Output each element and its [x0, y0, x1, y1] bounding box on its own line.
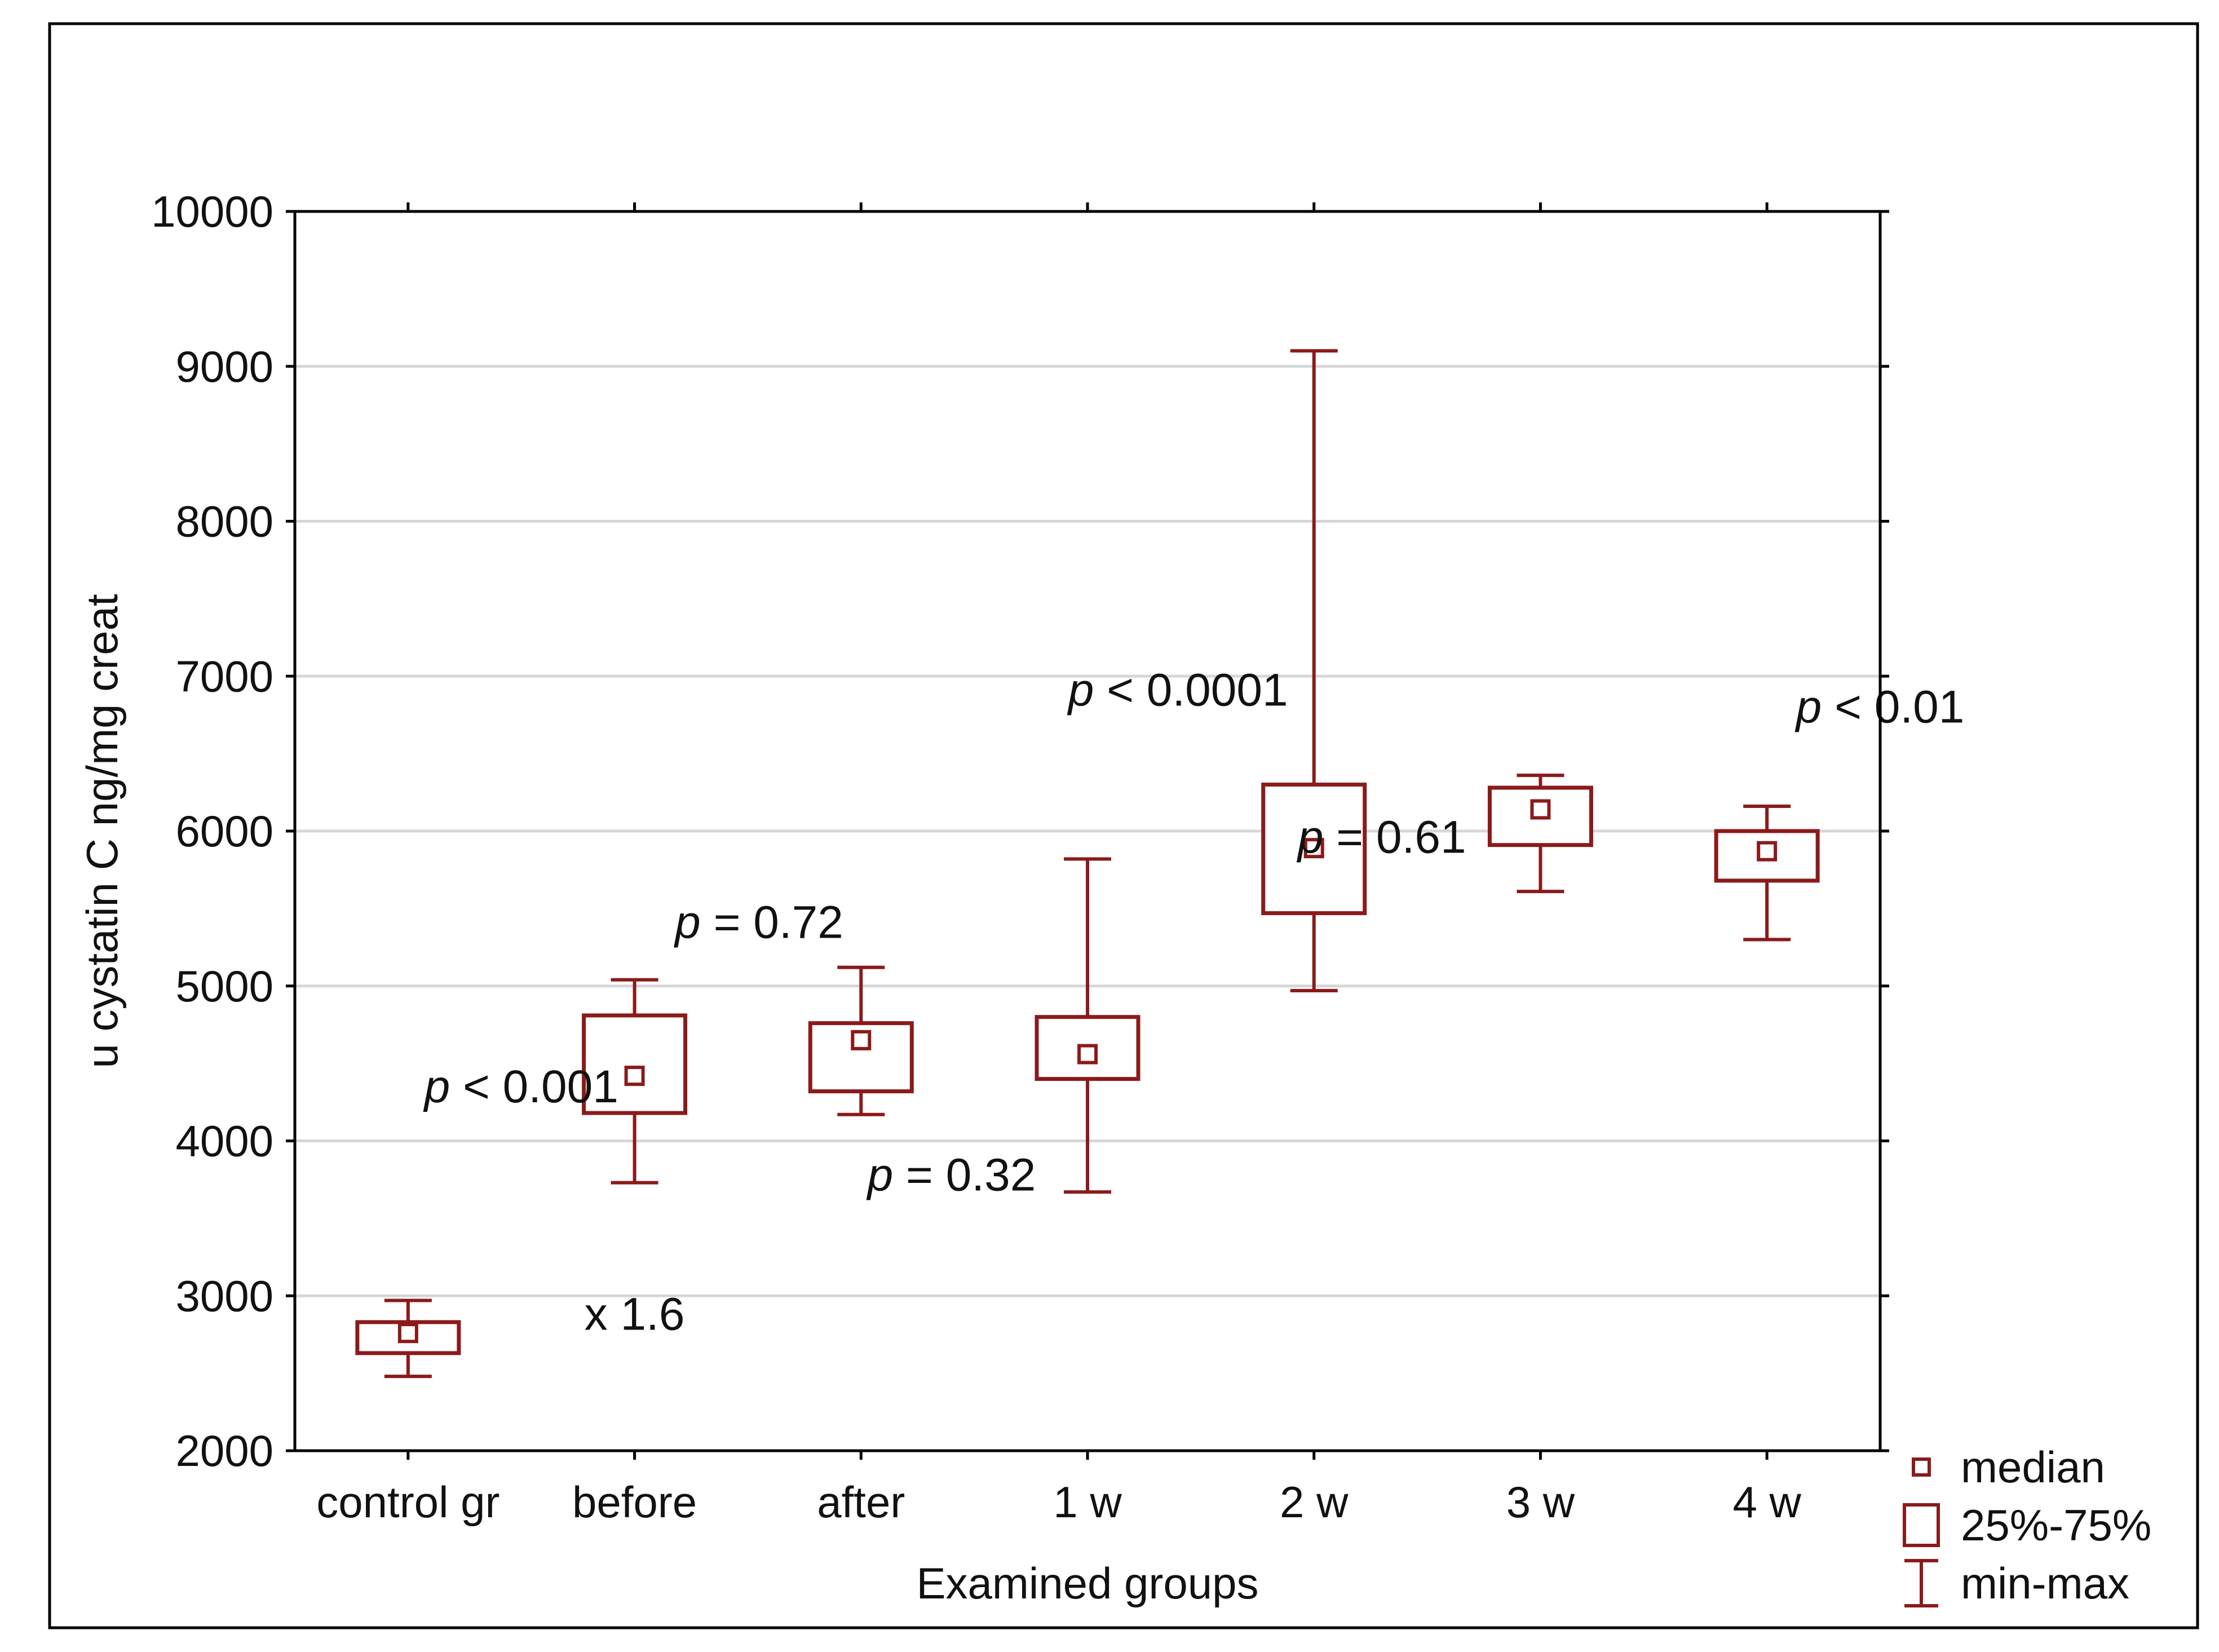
iqr-box [582, 1013, 688, 1115]
median-marker [397, 1323, 418, 1344]
legend-item-box: 25%-75% [1903, 1500, 2151, 1550]
box-before [582, 978, 688, 1185]
x-category-label: after [817, 1477, 905, 1527]
annotation-text: = 0.61 [1324, 811, 1466, 863]
x-category-label: control gr [316, 1477, 500, 1527]
annotation-italic-p: p [423, 1061, 450, 1112]
annotation-text: < 0.001 [450, 1061, 618, 1112]
y-tick-label: 8000 [175, 497, 273, 546]
median-marker [1530, 799, 1551, 820]
legend-item-median-marker: median [1912, 1442, 2105, 1492]
y-tick-label: 10000 [151, 187, 273, 236]
p-value-annotation: p = 0.32 [866, 1149, 1036, 1200]
p-value-annotation: p = 0.72 [673, 897, 843, 948]
annotation-italic-p: p [866, 1149, 894, 1200]
median-marker [851, 1030, 872, 1050]
y-tick-label: 5000 [175, 961, 273, 1011]
box-control-gr [355, 1298, 461, 1379]
legend-box-icon [1903, 1503, 1940, 1547]
box-1-w [1035, 857, 1141, 1194]
iqr-box [1487, 785, 1593, 847]
annotation-text: < 0.0001 [1094, 664, 1288, 715]
chart-frame [48, 22, 2199, 1629]
median-marker [1077, 1044, 1098, 1064]
x-category-label: before [572, 1477, 697, 1527]
y-tick-label: 6000 [175, 806, 273, 856]
y-axis-title: u cystatin C ng/mg creat [77, 594, 127, 1068]
annotation-italic-p: p [1794, 682, 1822, 733]
annotation-text: < 0.01 [1822, 682, 1964, 733]
y-tick-label: 4000 [175, 1116, 273, 1166]
annotation-italic-p: p [673, 897, 701, 948]
annotation-italic-p: p [1296, 811, 1324, 863]
legend-median-icon [1912, 1457, 1931, 1477]
box-3-w [1487, 774, 1593, 894]
p-value-annotation: x 1.6 [585, 1289, 685, 1340]
legend-label: 25%-75% [1961, 1500, 2151, 1550]
x-axis-title: Examined groups [916, 1558, 1258, 1608]
x-category-label: 2 w [1280, 1477, 1349, 1527]
y-tick-label: 9000 [175, 342, 273, 391]
p-value-annotation: p = 0.61 [1296, 811, 1466, 863]
p-value-annotation: p < 0.001 [423, 1061, 618, 1112]
y-tick-label: 7000 [175, 651, 273, 701]
annotation-text: x 1.6 [585, 1289, 685, 1340]
median-marker [624, 1066, 645, 1086]
box-series [355, 349, 1820, 1379]
box-2-w [1261, 349, 1367, 992]
box-4-w [1714, 805, 1820, 942]
annotation-text: = 0.72 [701, 897, 843, 948]
legend-label: min-max [1961, 1558, 2129, 1608]
y-tick-label: 3000 [175, 1271, 273, 1320]
p-value-annotation: p < 0.0001 [1067, 664, 1288, 715]
x-axis-ticks: control gr before after 1 w 2 w 3 w 4 w [316, 202, 1801, 1527]
x-category-label: 4 w [1732, 1477, 1801, 1527]
x-category-label: 3 w [1506, 1477, 1575, 1527]
legend-item-whisker: min-max [1904, 1558, 2129, 1608]
legend: median 25%-75% min-max [1903, 1442, 2151, 1608]
legend-label: median [1961, 1442, 2105, 1492]
box-after [808, 965, 914, 1116]
median-marker [1757, 841, 1778, 862]
median-marker [1303, 838, 1324, 859]
y-axis-ticks: 2000 3000 4000 5000 6000 7000 8000 9000 10000 [151, 187, 1889, 1476]
y-tick-label: 2000 [175, 1426, 273, 1476]
annotation-text: = 0.32 [893, 1149, 1036, 1200]
x-category-label: 1 w [1053, 1477, 1122, 1527]
p-value-annotation: p < 0.01 [1794, 682, 1965, 733]
annotation-italic-p: p [1067, 664, 1094, 715]
